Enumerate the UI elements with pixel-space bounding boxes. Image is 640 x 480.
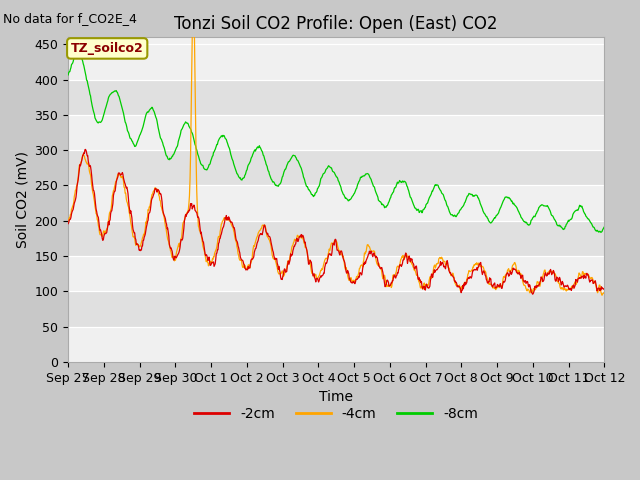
Bar (68, 256, 604, 291)
Bar (68, 80, 604, 115)
Y-axis label: Soil CO2 (mV): Soil CO2 (mV) (15, 151, 29, 248)
Bar (68, 150, 604, 185)
Bar (68, 115, 604, 150)
Text: TZ_soilco2: TZ_soilco2 (71, 42, 143, 55)
Bar (68, 291, 604, 326)
Title: Tonzi Soil CO2 Profile: Open (East) CO2: Tonzi Soil CO2 Profile: Open (East) CO2 (175, 15, 498, 33)
X-axis label: Time: Time (319, 390, 353, 404)
Text: No data for f_CO2E_4: No data for f_CO2E_4 (3, 12, 137, 25)
Bar (68, 44, 604, 80)
Bar (68, 185, 604, 221)
Legend: -2cm, -4cm, -8cm: -2cm, -4cm, -8cm (189, 401, 484, 426)
Bar (68, 221, 604, 256)
Bar (68, 326, 604, 362)
